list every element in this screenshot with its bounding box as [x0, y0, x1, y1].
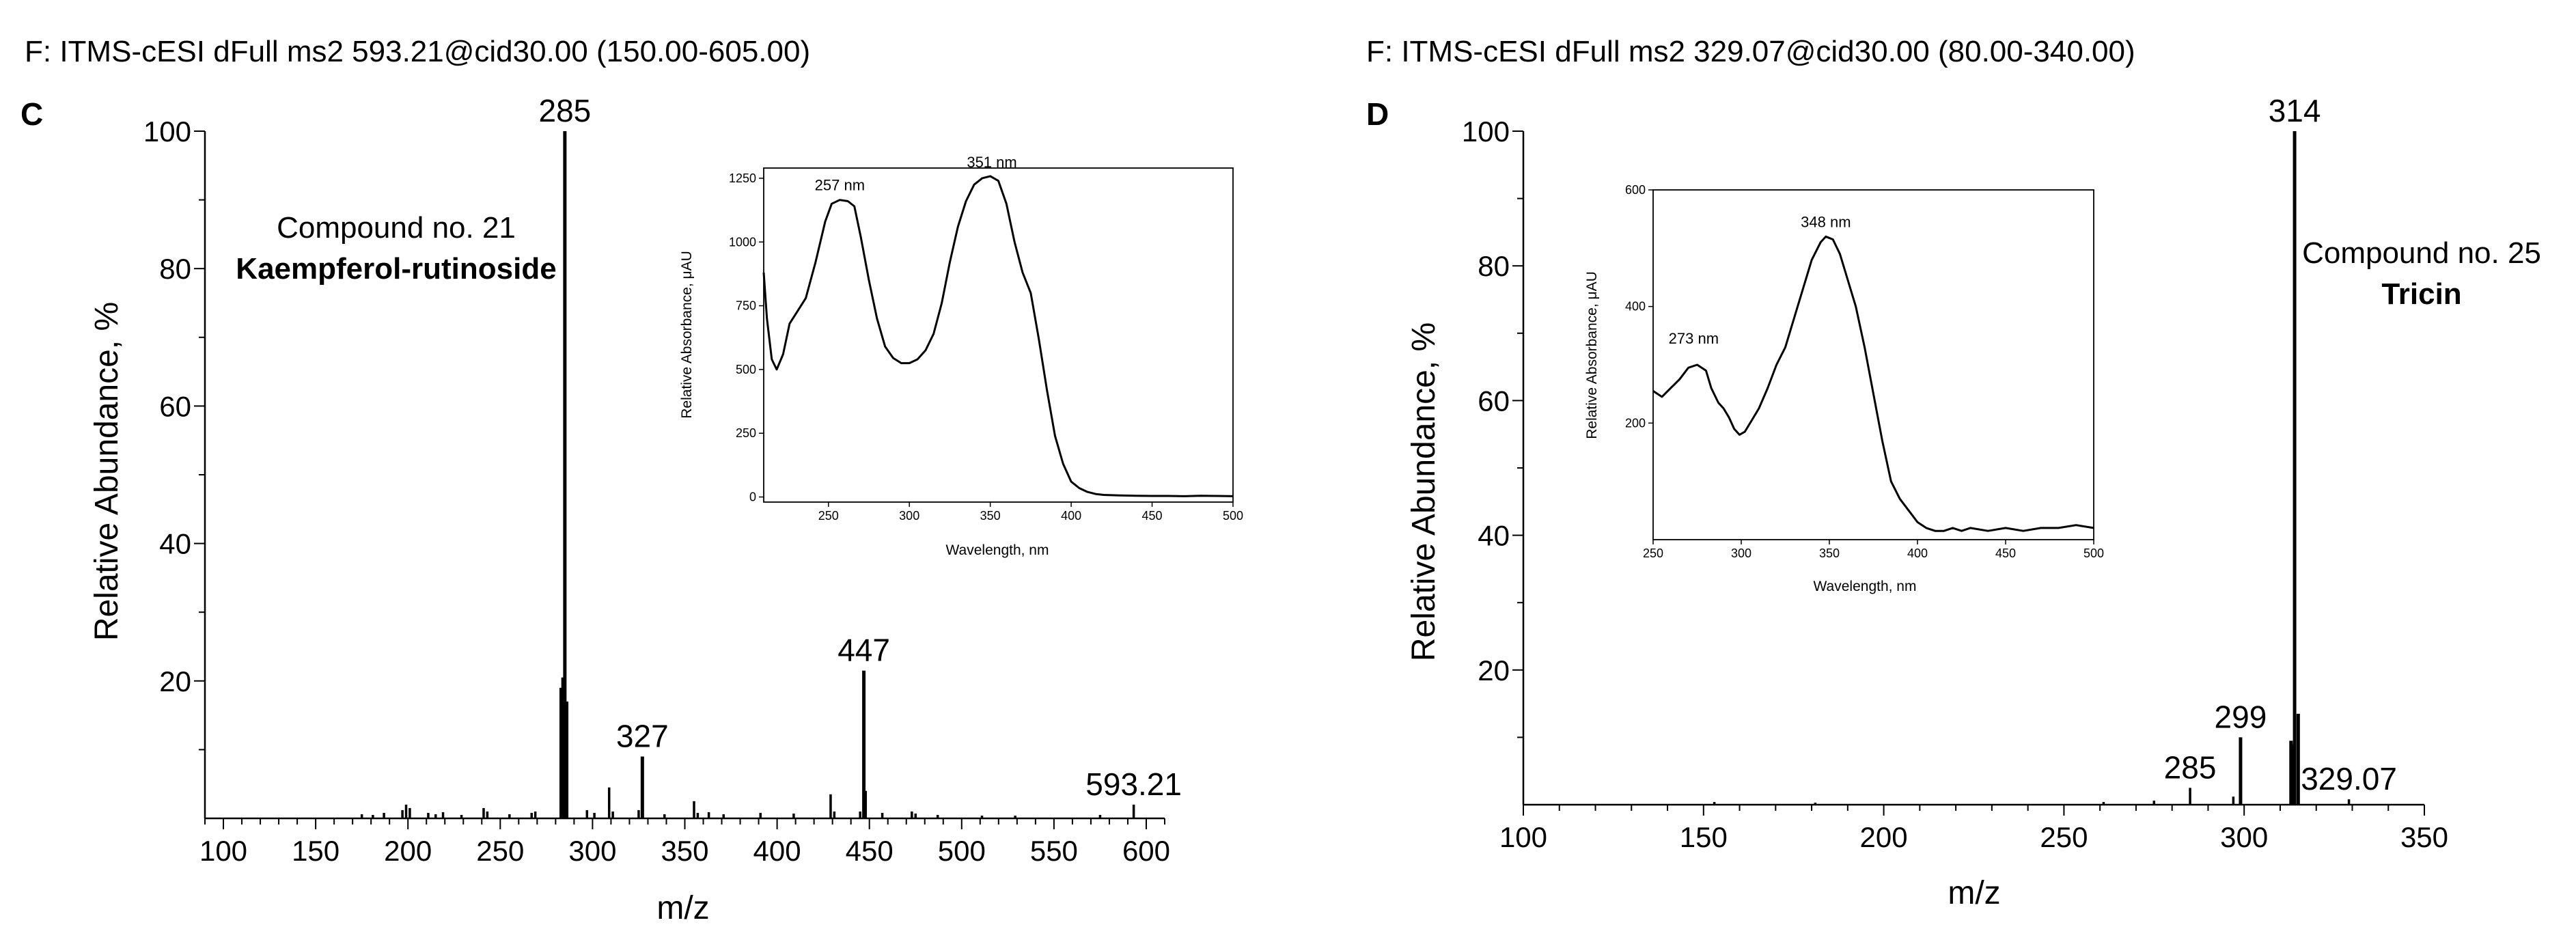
x-tick-label-d: 100 [1499, 821, 1547, 853]
y-tick-label-c: 40 [159, 528, 191, 560]
inset-y-tick-label-d: 600 [1625, 183, 1646, 197]
inset-peak-label-c: 257 nm [815, 177, 865, 194]
inset-y-axis-label-c: Relative Absorbance, μAU [679, 251, 695, 419]
y-tick-label-c: 20 [159, 665, 191, 697]
x-tick-label-d: 200 [1860, 821, 1908, 853]
inset-x-tick-label-c: 400 [1061, 509, 1081, 523]
peak-label-d: 329.07 [2301, 761, 2397, 796]
inset-peak-label-d: 348 nm [1801, 213, 1851, 230]
inset-peak-label-c: 351 nm [967, 154, 1016, 171]
x-axis-label-c: m/z [656, 890, 709, 926]
compound-name-d: Tricin [2381, 277, 2461, 311]
y-axis-label-c: Relative Abundance, % [89, 302, 125, 641]
inset-y-tick-label-c: 500 [736, 363, 756, 376]
x-tick-label-c: 250 [476, 835, 524, 867]
inset-x-axis-label-c: Wavelength, nm [946, 542, 1049, 558]
x-tick-label-d: 350 [2400, 821, 2448, 853]
inset-y-tick-label-d: 400 [1625, 300, 1646, 314]
x-tick-label-d: 300 [2220, 821, 2268, 853]
inset-frame-d [1652, 189, 2094, 540]
compound-number-d: Compound no. 25 [2302, 236, 2541, 270]
peak-label-c: 593.21 [1085, 766, 1182, 802]
inset-x-tick-label-c: 350 [980, 509, 1001, 523]
x-tick-label-c: 550 [1030, 835, 1078, 867]
inset-x-tick-label-c: 500 [1223, 509, 1243, 523]
scan-header-d: F: ITMS-cESI dFull ms2 329.07@cid30.00 (… [1366, 35, 2135, 68]
inset-peak-label-d: 273 nm [1669, 330, 1719, 347]
y-tick-label-c: 60 [159, 390, 191, 422]
y-tick-label-d: 80 [1478, 250, 1510, 282]
peak-label-c: 285 [539, 93, 592, 128]
x-tick-label-c: 200 [384, 835, 432, 867]
inset-x-tick-label-d: 300 [1731, 546, 1751, 560]
y-tick-label-c: 100 [143, 115, 191, 148]
peak-label-d: 285 [2164, 749, 2217, 785]
panel-label-c: C [20, 96, 43, 132]
x-tick-label-c: 100 [199, 835, 247, 867]
x-axis-label-d: m/z [1948, 875, 2000, 911]
y-axis-label-d: Relative Abundance, % [1406, 322, 1442, 661]
compound-number-c: Compound no. 21 [277, 211, 516, 245]
inset-y-tick-label-c: 0 [749, 490, 756, 504]
x-tick-label-c: 300 [568, 835, 616, 867]
x-tick-label-c: 450 [846, 835, 894, 867]
inset-y-tick-label-c: 1250 [729, 171, 756, 185]
peak-label-d: 299 [2215, 699, 2267, 734]
x-tick-label-c: 600 [1122, 835, 1170, 867]
peak-label-c: 447 [837, 633, 890, 668]
compound-name-c: Kaempferol-rutinoside [236, 252, 556, 286]
y-tick-label-d: 20 [1478, 654, 1510, 687]
y-tick-label-d: 60 [1478, 385, 1510, 417]
inset-x-tick-label-c: 250 [818, 509, 839, 523]
peak-label-d: 314 [2269, 93, 2321, 128]
inset-y-axis-label-d: Relative Absorbance, μAU [1584, 271, 1600, 439]
x-tick-label-d: 250 [2040, 821, 2088, 853]
inset-x-tick-label-d: 500 [2083, 546, 2104, 560]
y-tick-label-d: 40 [1478, 520, 1510, 552]
inset-y-tick-label-c: 750 [736, 299, 756, 313]
x-tick-label-c: 350 [661, 835, 708, 867]
inset-x-tick-label-c: 300 [899, 509, 919, 523]
inset-y-tick-label-c: 1000 [729, 235, 756, 249]
x-tick-label-c: 500 [938, 835, 986, 867]
x-tick-label-d: 150 [1680, 821, 1728, 853]
panel-label-d: D [1366, 96, 1389, 132]
peak-label-c: 327 [616, 718, 669, 753]
uv-spectrum-line-c [762, 175, 1234, 497]
plot-layer: 100 150 200 250 300 350 400 450 500 550 6002040608… [143, 93, 2448, 867]
y-tick-label-c: 80 [159, 253, 191, 285]
inset-x-axis-label-d: Wavelength, nm [1814, 579, 1917, 594]
inset-y-tick-label-d: 200 [1625, 416, 1646, 430]
y-tick-label-d: 100 [1462, 115, 1510, 148]
inset-x-tick-label-d: 350 [1819, 546, 1840, 560]
scan-header-c: F: ITMS-cESI dFull ms2 593.21@cid30.00 (… [25, 35, 810, 68]
inset-x-tick-label-d: 250 [1643, 546, 1663, 560]
inset-frame-c [763, 167, 1234, 503]
uv-spectrum-line-d [1652, 235, 2094, 532]
inset-x-tick-label-d: 450 [1995, 546, 2016, 560]
inset-y-tick-label-c: 250 [736, 426, 756, 440]
x-tick-label-c: 400 [753, 835, 801, 867]
inset-x-tick-label-d: 400 [1907, 546, 1928, 560]
inset-x-tick-label-c: 450 [1142, 509, 1163, 523]
x-tick-label-c: 150 [292, 835, 340, 867]
